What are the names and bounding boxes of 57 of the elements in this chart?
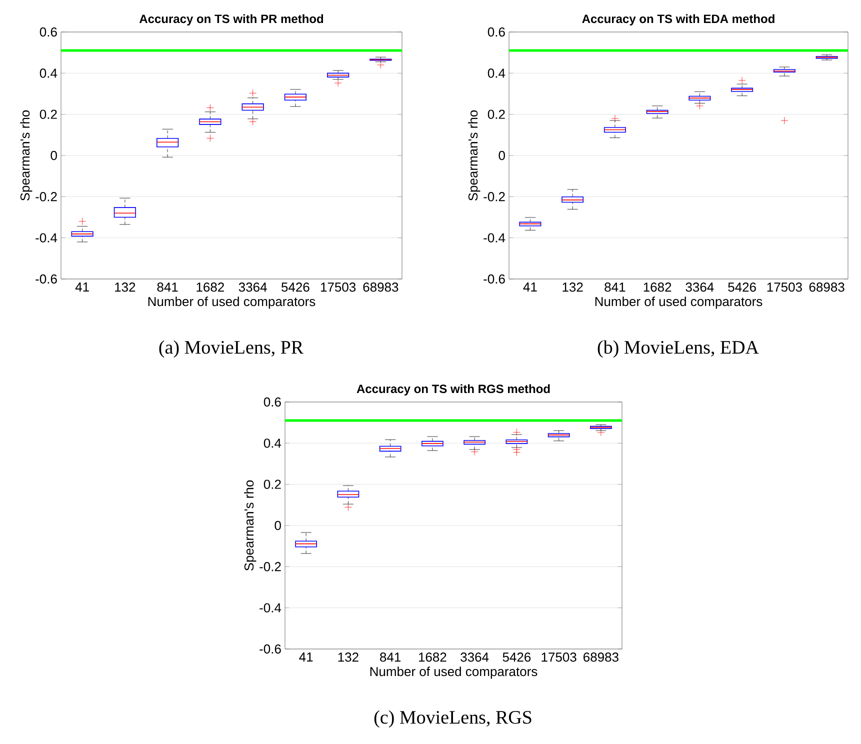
y-axis-title: Spearman's rho	[20, 110, 32, 201]
y-tick-label: -0.4	[260, 603, 282, 612]
x-tick-label: 132	[338, 652, 358, 662]
x-tick-label: 68983	[809, 282, 844, 292]
text: (b) MovieLens, EDA	[598, 340, 759, 358]
x-tick-label: 841	[604, 282, 626, 292]
y-tick-label: 0.4	[40, 68, 58, 78]
y-tick-label: 0	[498, 150, 505, 160]
y-tick-label: 0.6	[40, 27, 57, 37]
x-tick-label: 5426	[502, 652, 531, 662]
chart-title: Accuracy on TS with PR method	[139, 14, 324, 26]
x-tick-label: 41	[299, 652, 313, 662]
x-tick-label: 841	[380, 652, 401, 662]
y-tick-label: 0.4	[264, 438, 282, 448]
text: (a) MovieLens, PR	[159, 340, 304, 358]
x-axis-title: Number of used comparators	[148, 296, 316, 309]
y-tick-label: -0.6	[484, 274, 505, 284]
y-tick-label: 0	[274, 520, 281, 530]
x-axis-title: Number of used comparators	[595, 296, 762, 309]
x-tick-label: 841	[157, 282, 178, 292]
x-tick-label: 5426	[728, 282, 756, 292]
x-tick-label: 68983	[584, 652, 618, 662]
x-tick-label: 41	[75, 282, 89, 292]
y-tick-label: 0.2	[264, 480, 281, 489]
y-tick-label: 0.6	[264, 397, 281, 407]
x-tick-label: 1682	[418, 652, 446, 662]
y-tick-label: -0.6	[36, 274, 57, 284]
y-tick-label: 0.2	[488, 110, 505, 119]
chart-title: Accuracy on TS with EDA method	[582, 14, 774, 26]
y-tick-label: 0.4	[488, 68, 506, 78]
x-tick-label: 17503	[542, 652, 576, 662]
x-tick-label: 3364	[238, 282, 267, 292]
y-tick-label: -0.6	[260, 644, 281, 654]
y-tick-label: -0.4	[484, 233, 506, 242]
x-tick-label: 132	[562, 282, 583, 292]
x-tick-label: 132	[115, 282, 136, 292]
x-tick-label: 1682	[644, 282, 672, 292]
text: (c) MovieLens, RGS	[374, 710, 532, 728]
chart-title: Accuracy on TS with RGS method	[356, 384, 550, 396]
x-tick-label: 1682	[196, 282, 224, 292]
y-tick-label: -0.2	[260, 562, 281, 572]
y-tick-label: -0.2	[484, 192, 505, 202]
x-tick-label: 3364	[686, 282, 714, 292]
x-tick-label: 3364	[460, 652, 489, 662]
x-tick-label: 41	[523, 282, 537, 292]
x-tick-label: 5426	[281, 282, 310, 292]
y-tick-label: 0	[50, 150, 57, 160]
x-tick-label: 17503	[320, 282, 356, 292]
y-axis-title: Spearman's rho	[468, 110, 480, 201]
y-axis-title: Spearman's rho	[244, 480, 256, 571]
y-tick-label: 0.6	[488, 27, 505, 37]
x-tick-label: 68983	[363, 282, 398, 292]
x-axis-title: Number of used comparators	[370, 666, 538, 679]
y-tick-label: -0.2	[36, 192, 57, 202]
x-tick-label: 17503	[767, 282, 802, 292]
y-tick-label: -0.4	[36, 233, 58, 242]
y-tick-label: 0.2	[40, 110, 57, 119]
